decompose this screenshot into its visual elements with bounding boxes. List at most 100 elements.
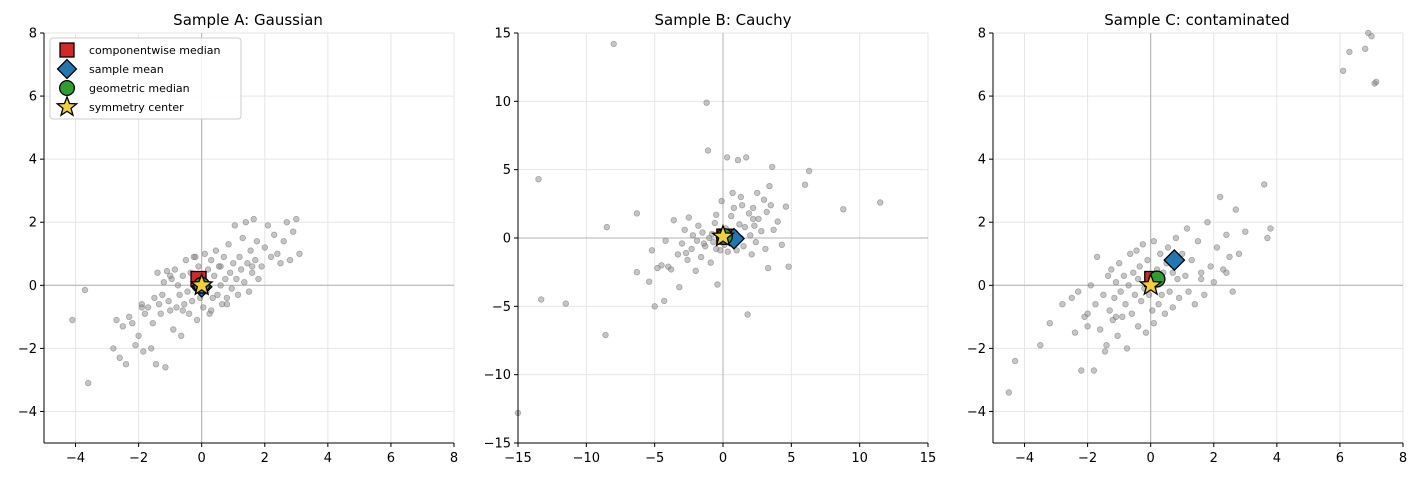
data-point: [1084, 310, 1091, 317]
data-point: [113, 316, 120, 324]
panel-sample-b: Sample B: Cauchy −15 −10 −5 0 5 10 15 −15 −10 −5…: [484, 11, 937, 466]
data-point: [1123, 345, 1131, 352]
data-point: [763, 208, 770, 216]
data-point: [1223, 269, 1230, 276]
data-point: [535, 175, 542, 183]
data-point: [252, 256, 259, 264]
data-point: [1139, 241, 1146, 248]
data-point: [223, 301, 231, 308]
data-point: [81, 286, 89, 294]
x-tick-label: 4: [324, 451, 332, 466]
data-point: [226, 269, 234, 276]
data-point: [1235, 250, 1243, 257]
legend: componentwise median sample mean geometr…: [49, 37, 242, 120]
data-point: [782, 203, 790, 210]
data-point: [758, 227, 765, 235]
x-tick-label: 10: [851, 451, 868, 466]
y-tick-label: −15: [484, 437, 511, 452]
data-point: [1134, 275, 1142, 283]
data-point: [1087, 282, 1094, 289]
data-point: [218, 301, 226, 308]
data-point: [166, 307, 174, 314]
legend-symbols: [55, 42, 79, 117]
data-point: [676, 284, 683, 291]
data-point: [211, 272, 218, 279]
y-tick-label: −2: [967, 342, 986, 357]
data-point: [1142, 329, 1150, 336]
data-point: [144, 304, 152, 311]
data-point: [182, 256, 190, 264]
data-point: [147, 345, 155, 352]
legend-symbol-sample-mean: [56, 58, 78, 80]
data-point: [1372, 78, 1380, 86]
data-point: [274, 250, 281, 257]
data-point: [217, 263, 224, 270]
data-point: [290, 228, 297, 235]
data-point: [1197, 275, 1205, 283]
data-point: [149, 320, 156, 327]
axes-spines: [43, 33, 454, 444]
data-point: [192, 253, 199, 261]
data-point: [670, 216, 677, 224]
points: [69, 215, 303, 387]
legend-label-componentwise-median: componentwise median: [89, 44, 221, 57]
y-tick-label: 10: [494, 95, 511, 110]
data-point: [752, 238, 759, 246]
data-point: [171, 266, 179, 273]
data-point: [678, 240, 686, 247]
data-point: [1133, 247, 1140, 254]
data-point: [749, 215, 757, 223]
data-point: [1112, 279, 1120, 286]
data-point: [181, 301, 188, 308]
data-point: [228, 285, 235, 292]
data-point: [707, 259, 714, 266]
data-point: [633, 269, 641, 276]
marker-symmetry-center: [189, 272, 214, 296]
data-point: [1078, 367, 1085, 374]
data-point: [767, 201, 774, 209]
data-point: [165, 297, 172, 305]
data-point: [185, 310, 193, 317]
data-point: [728, 212, 735, 220]
data-point: [766, 182, 773, 190]
data-point: [151, 294, 158, 302]
data-point: [1005, 389, 1012, 396]
data-point: [1149, 307, 1156, 314]
data-point: [1182, 272, 1189, 279]
data-point: [785, 263, 792, 270]
data-point: [1125, 282, 1132, 289]
data-point: [1046, 320, 1053, 327]
data-point: [1365, 29, 1372, 37]
panel-title: Sample A: Gaussian: [173, 11, 323, 29]
data-point: [700, 240, 708, 247]
data-point: [212, 247, 220, 254]
data-point: [1074, 288, 1082, 295]
y-tick-label: −4: [967, 405, 986, 420]
data-point: [1264, 234, 1271, 242]
data-point: [1126, 250, 1134, 257]
data-point: [125, 313, 133, 320]
y-tick-label: 6: [978, 90, 986, 105]
data-point: [762, 245, 769, 253]
x-ticks: −4 −2 0 2 4 6 8: [66, 443, 458, 466]
data-point: [267, 253, 275, 261]
data-point: [160, 279, 167, 286]
x-tick-label: 6: [1336, 451, 1344, 466]
data-point: [296, 250, 303, 257]
data-point: [562, 300, 569, 307]
data-point: [1207, 263, 1214, 270]
data-point: [174, 282, 182, 289]
data-point: [159, 291, 166, 298]
data-point: [1185, 288, 1192, 295]
data-point: [119, 323, 126, 330]
data-point: [166, 272, 174, 279]
data-point: [179, 272, 186, 279]
data-point: [662, 237, 669, 244]
data-point: [200, 304, 207, 311]
data-point: [729, 189, 736, 197]
panel-title: Sample C: contaminated: [1104, 11, 1289, 29]
data-point: [248, 269, 256, 276]
data-point: [710, 238, 717, 246]
data-point: [741, 223, 749, 231]
data-point: [293, 215, 300, 223]
